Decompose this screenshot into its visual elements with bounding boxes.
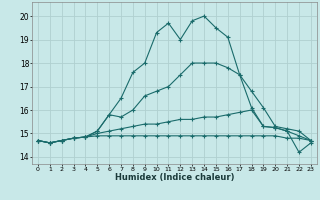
X-axis label: Humidex (Indice chaleur): Humidex (Indice chaleur) (115, 173, 234, 182)
